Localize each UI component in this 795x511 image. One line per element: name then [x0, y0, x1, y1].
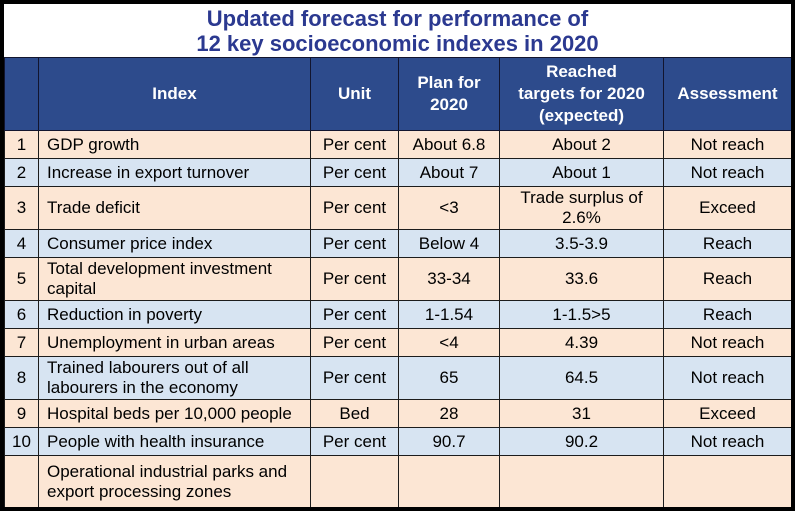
cell-unit: [310, 455, 399, 507]
cell-index: Operational industrial parks and export …: [38, 455, 311, 507]
cell-plan: 90.7: [398, 427, 500, 456]
header-assessment: Assessment: [663, 57, 791, 131]
header-plan: Plan for 2020: [398, 57, 500, 131]
cell-assessment: Exceed: [663, 186, 791, 230]
cell-index: Reduction in poverty: [38, 300, 311, 329]
header-index: Index: [38, 57, 311, 131]
cell-unit: Per cent: [310, 186, 399, 230]
table-row: 5 Total development investment capital P…: [4, 257, 791, 301]
cell-index: Increase in export turnover: [38, 158, 311, 187]
table-row: 10 People with health insurance Per cent…: [4, 427, 791, 456]
cell-unit: Per cent: [310, 229, 399, 258]
cell-reached: About 1: [499, 158, 664, 187]
cell-assessment: Not reach: [663, 328, 791, 357]
cell-reached: [499, 455, 664, 507]
cell-plan: 33-34: [398, 257, 500, 301]
header-row: Index Unit Plan for 2020 Reached targets…: [4, 57, 791, 131]
cell-reached: 4.39: [499, 328, 664, 357]
cell-plan: About 6.8: [398, 130, 500, 159]
header-num: [4, 57, 39, 131]
cell-unit: Per cent: [310, 130, 399, 159]
cell-plan: 1-1.54: [398, 300, 500, 329]
row-num: 2: [4, 158, 39, 187]
table-row: Operational industrial parks and export …: [4, 455, 791, 507]
page-title: Updated forecast for performance of 12 k…: [196, 5, 599, 56]
cell-reached: 31: [499, 399, 664, 428]
cell-unit: Per cent: [310, 356, 399, 400]
header-unit: Unit: [310, 57, 399, 131]
cell-index: Consumer price index: [38, 229, 311, 258]
row-num: [4, 455, 39, 507]
row-num: 1: [4, 130, 39, 159]
table-row: 7 Unemployment in urban areas Per cent <…: [4, 328, 791, 357]
row-num: 8: [4, 356, 39, 400]
cell-assessment: Reach: [663, 229, 791, 258]
cell-assessment: Not reach: [663, 130, 791, 159]
cell-index: People with health insurance: [38, 427, 311, 456]
cell-plan: [398, 455, 500, 507]
row-num: 5: [4, 257, 39, 301]
cell-plan: 65: [398, 356, 500, 400]
cell-plan: About 7: [398, 158, 500, 187]
cell-assessment: Exceed: [663, 399, 791, 428]
cell-index: Total development investment capital: [38, 257, 311, 301]
header-reached: Reached targets for 2020 (expected): [499, 57, 664, 131]
row-num: 7: [4, 328, 39, 357]
table-row: 2 Increase in export turnover Per cent A…: [4, 158, 791, 187]
cell-plan: <3: [398, 186, 500, 230]
cell-index: Trained labourers out of all labourers i…: [38, 356, 311, 400]
cell-reached: 1-1.5>5: [499, 300, 664, 329]
row-num: 9: [4, 399, 39, 428]
cell-unit: Bed: [310, 399, 399, 428]
cell-reached: 64.5: [499, 356, 664, 400]
table-row: 1 GDP growth Per cent About 6.8 About 2 …: [4, 130, 791, 159]
table-row: 8 Trained labourers out of all labourers…: [4, 356, 791, 400]
cell-assessment: [663, 455, 791, 507]
cell-assessment: Not reach: [663, 356, 791, 400]
cell-assessment: Not reach: [663, 158, 791, 187]
cell-reached: 3.5-3.9: [499, 229, 664, 258]
cell-plan: <4: [398, 328, 500, 357]
cell-plan: 28: [398, 399, 500, 428]
table-row: 9 Hospital beds per 10,000 people Bed 28…: [4, 399, 791, 428]
cell-index: Trade deficit: [38, 186, 311, 230]
cell-unit: Per cent: [310, 257, 399, 301]
cell-unit: Per cent: [310, 427, 399, 456]
table-row: 4 Consumer price index Per cent Below 4 …: [4, 229, 791, 258]
table-row: 3 Trade deficit Per cent <3 Trade surplu…: [4, 186, 791, 230]
row-num: 10: [4, 427, 39, 456]
cell-plan: Below 4: [398, 229, 500, 258]
row-num: 3: [4, 186, 39, 230]
row-num: 6: [4, 300, 39, 329]
cell-assessment: Reach: [663, 257, 791, 301]
cell-reached: 90.2: [499, 427, 664, 456]
cell-index: Hospital beds per 10,000 people: [38, 399, 311, 428]
cell-assessment: Reach: [663, 300, 791, 329]
forecast-table: Index Unit Plan for 2020 Reached targets…: [4, 57, 791, 507]
cell-reached: Trade surplus of 2.6%: [499, 186, 664, 230]
cell-index: GDP growth: [38, 130, 311, 159]
cell-reached: About 2: [499, 130, 664, 159]
cell-reached: 33.6: [499, 257, 664, 301]
row-num: 4: [4, 229, 39, 258]
cell-unit: Per cent: [310, 328, 399, 357]
cell-unit: Per cent: [310, 158, 399, 187]
cell-assessment: Not reach: [663, 427, 791, 456]
cell-index: Unemployment in urban areas: [38, 328, 311, 357]
cell-unit: Per cent: [310, 300, 399, 329]
table-row: 6 Reduction in poverty Per cent 1-1.54 1…: [4, 300, 791, 329]
